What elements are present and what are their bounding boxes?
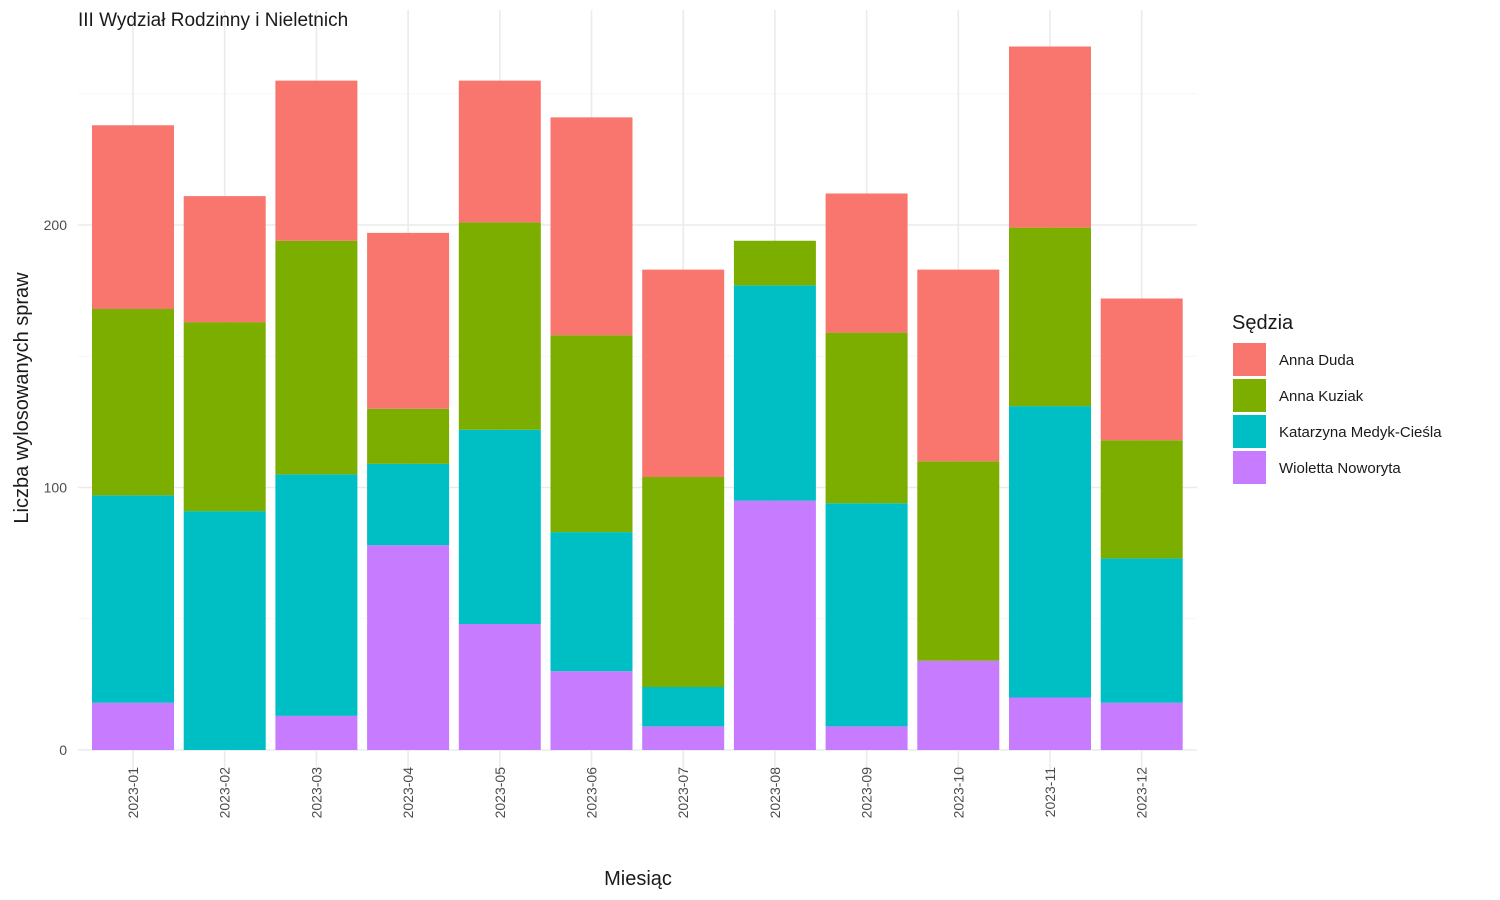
bar-segment [183, 196, 266, 323]
bar-segment [183, 511, 266, 750]
bar-segment [1100, 702, 1183, 750]
y-tick-label: 200 [44, 217, 68, 233]
bar-segment [825, 726, 908, 750]
bar-segment [275, 715, 358, 750]
bar-segment [733, 285, 816, 501]
bar-segment [825, 503, 908, 727]
bar-segment [275, 240, 358, 475]
bar-segment [92, 702, 174, 750]
bar-segment [1100, 440, 1183, 559]
bars [92, 46, 1183, 750]
bar-segment [458, 222, 541, 430]
y-tick-label: 100 [44, 480, 68, 496]
bar-segment [92, 309, 174, 496]
x-tick-label: 2023-04 [400, 767, 416, 819]
bar-segment [917, 269, 1000, 462]
legend-label: Wioletta Noworyta [1279, 460, 1401, 477]
bar-segment [275, 474, 358, 716]
bar-segment [825, 193, 908, 333]
bar-segment [183, 322, 266, 512]
x-axis-ticks: 2023-01 2023-02 2023-03 2023-04 2023-05 2023-… [125, 767, 1150, 819]
x-tick-label: 2023-10 [950, 767, 966, 819]
bar-segment [642, 477, 725, 687]
bar-segment [733, 240, 816, 286]
bar-segment [367, 463, 450, 546]
bar-segment [550, 532, 633, 672]
bar-segment [550, 671, 633, 750]
bar-segment [1100, 558, 1183, 703]
bar-segment [92, 125, 174, 309]
x-tick-label: 2023-01 [125, 767, 141, 819]
y-tick-label: 0 [59, 742, 67, 758]
legend-swatch [1233, 415, 1266, 448]
bar-segment [92, 495, 174, 703]
legend-title: Sędzia [1232, 312, 1294, 334]
legend: Sędzia Anna Duda Anna Kuziak Katarzyna Med… [1232, 312, 1442, 484]
legend-swatch [1233, 451, 1266, 484]
bar-segment [1100, 298, 1183, 441]
bar-segment [550, 117, 633, 336]
legend-swatch [1233, 343, 1266, 376]
bar-segment [642, 726, 725, 750]
x-tick-label: 2023-02 [217, 767, 233, 819]
bar-segment [642, 269, 725, 477]
bar-segment [458, 80, 541, 223]
bar-segment [917, 660, 1000, 750]
bar-segment [825, 332, 908, 504]
bar-segment [367, 232, 450, 409]
x-tick-label: 2023-08 [767, 767, 783, 819]
y-axis-title: Liczba wylosowanych spraw [11, 272, 33, 524]
bar-segment [1009, 46, 1091, 228]
x-axis-title: Miesiąc [604, 868, 672, 890]
y-axis-ticks: 0 100 200 [44, 217, 68, 758]
bar-segment [458, 624, 541, 750]
bar-segment [917, 461, 1000, 661]
x-tick-label: 2023-12 [1134, 767, 1150, 819]
bar-segment [275, 80, 358, 241]
bar-segment [458, 429, 541, 624]
x-tick-label: 2023-06 [584, 767, 600, 819]
x-tick-label: 2023-07 [675, 767, 691, 819]
bar-segment [1009, 697, 1091, 750]
x-tick-label: 2023-03 [308, 767, 324, 819]
x-tick-label: 2023-09 [859, 767, 875, 819]
bar-segment [367, 545, 450, 750]
bar-segment [1009, 406, 1091, 698]
x-tick-label: 2023-05 [492, 767, 508, 819]
bar-segment [642, 687, 725, 727]
legend-label: Katarzyna Medyk-Cieśla [1279, 424, 1442, 441]
legend-label: Anna Kuziak [1279, 388, 1364, 405]
legend-swatch [1233, 379, 1266, 412]
chart-title: III Wydział Rodzinny i Nieletnich [78, 10, 348, 31]
bar-segment [733, 500, 816, 750]
legend-items: Anna Duda Anna Kuziak Katarzyna Medyk-Cieś… [1233, 343, 1442, 484]
bar-segment [367, 408, 450, 464]
x-tick-label: 2023-11 [1042, 767, 1058, 818]
bar-segment [550, 335, 633, 533]
legend-label: Anna Duda [1279, 352, 1355, 369]
bar-segment [1009, 227, 1091, 407]
